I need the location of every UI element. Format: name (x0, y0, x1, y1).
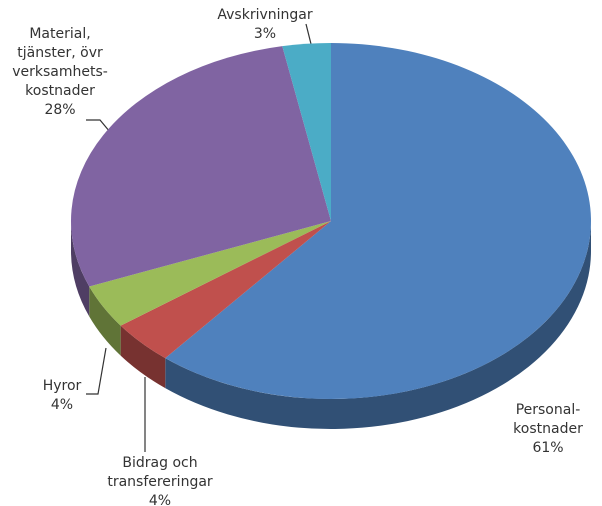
slice (165, 43, 592, 399)
slice (89, 221, 331, 326)
slice-side (89, 286, 121, 356)
slice-side (120, 325, 166, 389)
slice-value-label: 61% (532, 440, 563, 456)
slice-value-label: 4% (149, 493, 171, 506)
slice (70, 46, 331, 287)
slice-label: Personal-kostnader (513, 402, 583, 437)
slice-value-label: 4% (51, 397, 73, 413)
slice-label: Hyror (43, 378, 82, 394)
slice-label: Avskrivningar (217, 7, 312, 23)
pie (70, 43, 592, 430)
leader-line (86, 119, 111, 133)
slice-label: Bidrag och transfereringar (107, 455, 213, 490)
slice (120, 221, 331, 359)
slice-value-label: 3% (254, 26, 276, 42)
slice (282, 43, 331, 221)
leader-line (86, 347, 107, 395)
slice-side (71, 221, 90, 317)
slice-value-label: 28% (44, 102, 75, 118)
slice-label: Material, tjänster, övr verksamhets-kostna… (12, 26, 108, 99)
slice-side (165, 221, 591, 430)
